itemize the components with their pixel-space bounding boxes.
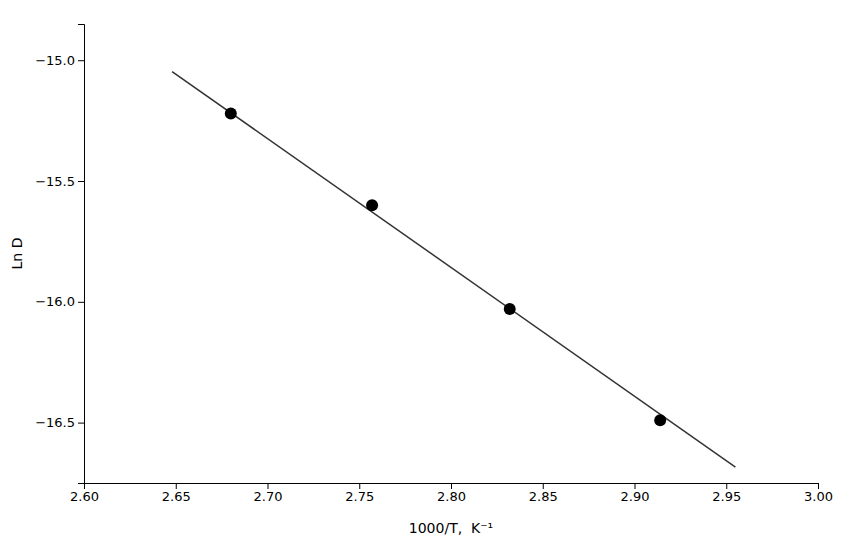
tick: 2.90	[621, 483, 650, 504]
axis-line	[85, 484, 819, 490]
x-axis: 2.60 2.65 2.70 2.75 2.80 2.85 2.90 2.95 3.00	[70, 483, 833, 504]
point	[654, 414, 666, 426]
x-axis-title: 1000/T, K⁻¹	[409, 520, 493, 536]
tick-mark	[78, 423, 84, 424]
tick: 2.75	[345, 483, 374, 504]
tick-mark	[359, 483, 360, 489]
marks	[172, 72, 735, 468]
point	[225, 107, 237, 119]
point	[366, 199, 378, 211]
tick: 2.80	[437, 483, 466, 504]
axis-line	[78, 25, 85, 484]
tick: 2.70	[254, 483, 283, 504]
y-axis: −16.5 −16.0 −15.5 −15.0	[35, 25, 84, 484]
tick: 2.65	[162, 483, 191, 504]
tick-label: 2.90	[621, 489, 650, 504]
tick-label: 2.85	[529, 489, 558, 504]
tick: 3.00	[804, 483, 833, 504]
tick: 2.60	[70, 483, 99, 504]
tick: −15.0	[35, 53, 84, 68]
tick-mark	[726, 483, 727, 489]
tick-label: −16.5	[35, 415, 75, 430]
tick-label: −15.5	[35, 174, 75, 189]
fit-line	[172, 72, 735, 468]
tick-label: 2.95	[712, 489, 741, 504]
tick-label: −15.0	[35, 53, 75, 68]
tick: −16.5	[35, 415, 84, 430]
tick-mark	[543, 483, 544, 489]
tick-label: 2.70	[254, 489, 283, 504]
tick-mark	[78, 181, 84, 182]
tick-mark	[78, 302, 84, 303]
tick-mark	[78, 60, 84, 61]
tick: 2.95	[712, 483, 741, 504]
tick: −15.5	[35, 174, 84, 189]
tick-label: −16.0	[35, 294, 75, 309]
tick-label: 3.00	[804, 489, 833, 504]
tick-label: 2.65	[162, 489, 191, 504]
tick-label: 2.60	[70, 489, 99, 504]
tick-label: 2.75	[345, 489, 374, 504]
plot: 2.60 2.65 2.70 2.75 2.80 2.85 2.90 2.95 3.00 −16.…	[9, 25, 833, 537]
y-axis-title: Ln D	[9, 238, 25, 270]
tick-mark	[635, 483, 636, 489]
tick: −16.0	[35, 294, 84, 309]
point	[504, 303, 516, 315]
tick-label: 2.80	[437, 489, 466, 504]
tick-mark	[818, 483, 819, 489]
tick-mark	[451, 483, 452, 489]
chart: 2.60 2.65 2.70 2.75 2.80 2.85 2.90 2.95 3.00 −16.…	[0, 0, 858, 549]
tick: 2.85	[529, 483, 558, 504]
tick-mark	[268, 483, 269, 489]
tick-mark	[176, 483, 177, 489]
